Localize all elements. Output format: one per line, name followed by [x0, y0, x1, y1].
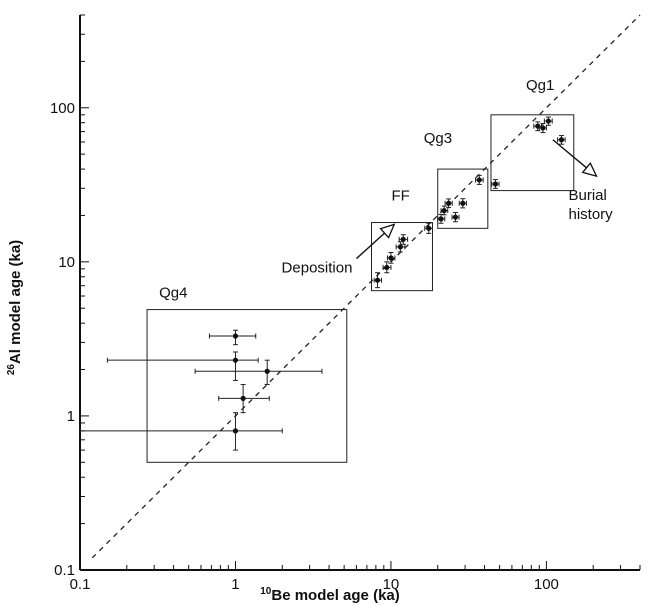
data-marker [545, 118, 551, 124]
data-marker [460, 200, 466, 206]
data-marker [540, 125, 546, 131]
data-point-18 [491, 179, 500, 189]
data-point-1 [208, 329, 257, 346]
data-point-8 [386, 251, 396, 264]
guides-layer [91, 14, 641, 559]
group-box-qg4 [146, 309, 348, 463]
data-marker [388, 255, 394, 261]
x-axis-title: 10Be model age (ka) [260, 586, 400, 604]
data-point-22 [557, 135, 566, 145]
data-marker [441, 208, 447, 214]
x-tick-label: 100 [534, 576, 559, 593]
y-tick-label: 10 [58, 254, 75, 271]
data-marker [232, 428, 239, 434]
group-label-qg1: Qg1 [526, 77, 554, 94]
group-label-qg3: Qg3 [424, 130, 452, 147]
reference-line-1to1 [91, 14, 641, 559]
deposition-label: Deposition [282, 260, 353, 277]
data-marker [400, 236, 406, 242]
group-box-ff [371, 222, 433, 292]
x-tick-label: 10 [383, 576, 400, 593]
y-axis-title-text: Al model age (ka) [7, 240, 24, 364]
data-point-15 [451, 212, 460, 223]
burial-history-label-line: history [568, 206, 613, 223]
burial-history-arrow-head [581, 162, 598, 178]
data-point-4 [218, 383, 270, 414]
data-marker [438, 216, 444, 222]
data-marker [374, 277, 381, 283]
group-label-ff: FF [392, 188, 410, 205]
group-box-qg3 [437, 168, 489, 229]
y-axis-title-superscript: 26 [6, 364, 17, 376]
y-tick-label: 100 [50, 100, 75, 117]
data-point-3 [194, 359, 323, 385]
data-point-20 [538, 123, 547, 134]
group-box-qg1 [490, 114, 575, 192]
data-point-13 [440, 205, 449, 216]
y-tick-label: 1 [67, 408, 75, 425]
x-tick-label: 1 [231, 576, 239, 593]
data-point-11 [424, 222, 433, 234]
data-marker [446, 200, 452, 206]
data-marker [384, 264, 390, 271]
data-marker [264, 368, 270, 374]
data-marker [240, 395, 246, 401]
data-point-17 [475, 174, 484, 185]
data-marker [232, 357, 239, 363]
data-point-5 [79, 412, 283, 451]
data-point-21 [543, 116, 553, 126]
data-point-10 [398, 234, 409, 245]
data-marker [476, 177, 482, 183]
burial-history-label: Burial history [568, 187, 613, 223]
x-axis-title-superscript: 10 [260, 586, 272, 597]
data-marker [426, 225, 432, 231]
data-layer [79, 116, 598, 451]
data-point-9 [395, 241, 406, 253]
deposition-arrow-shaft [355, 232, 386, 260]
data-marker [452, 214, 459, 220]
data-point-6 [373, 272, 383, 289]
data-point-2 [106, 351, 259, 381]
x-axis-title-text: Be model age (ka) [271, 587, 399, 604]
data-point-12 [437, 213, 446, 224]
data-point-19 [533, 121, 542, 132]
data-marker [232, 333, 239, 339]
x-tick-label: 0.1 [70, 576, 91, 593]
data-point-16 [458, 198, 467, 209]
data-point-7 [382, 261, 392, 274]
group-label-qg4: Qg4 [159, 285, 187, 302]
data-marker [492, 181, 499, 187]
data-marker [558, 137, 565, 143]
data-marker [397, 244, 403, 250]
deposition-arrow-head [379, 223, 396, 239]
y-axis-title: 26Al model age (ka) [6, 240, 24, 375]
y-tick-label: 0.1 [54, 562, 75, 579]
data-point-14 [444, 198, 453, 209]
burial-history-label-line: Burial [568, 187, 606, 204]
burial-history-arrow-shaft [552, 139, 587, 169]
